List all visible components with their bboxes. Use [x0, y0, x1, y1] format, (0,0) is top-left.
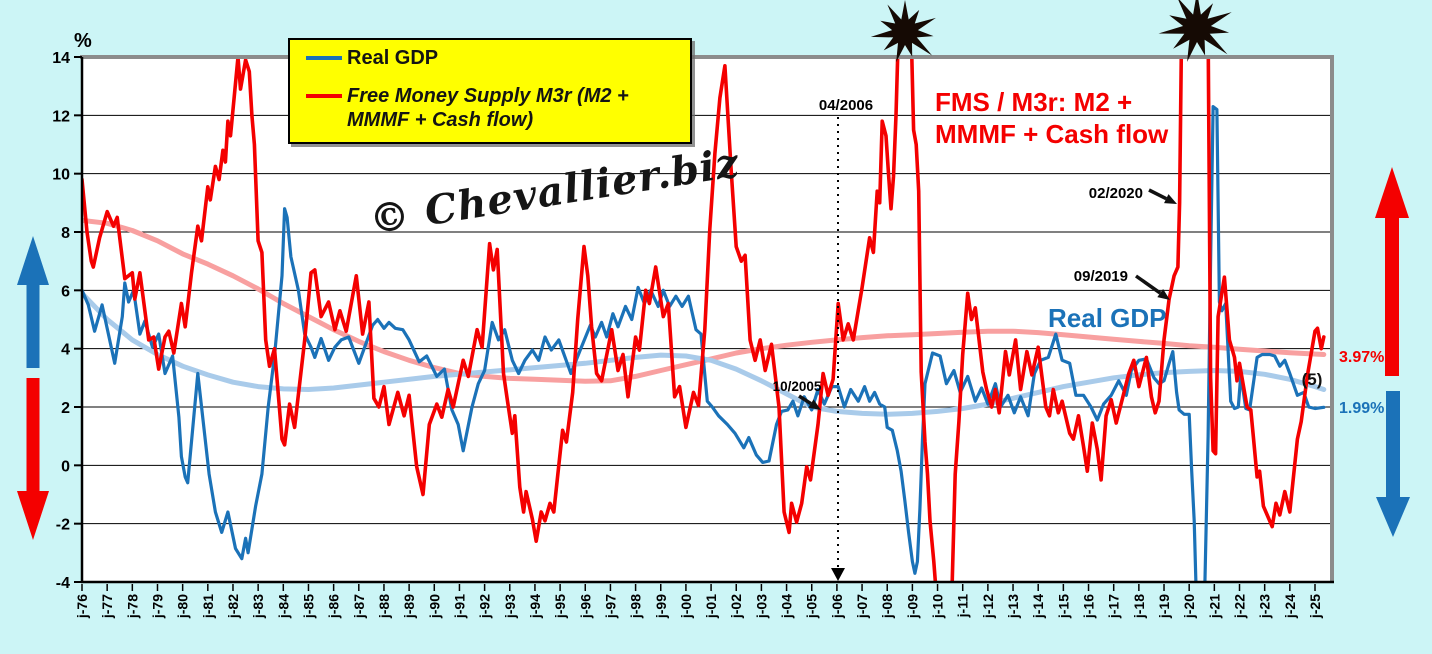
explosion-star-2008-icon: [870, 0, 936, 63]
x-tick-label: j-82: [225, 594, 241, 619]
y-tick-label: 0: [61, 458, 70, 475]
y-axis-unit-label: %: [74, 30, 92, 52]
x-tick-label: j-80: [175, 594, 191, 619]
left-up-arrow-icon: [17, 236, 49, 368]
y-tick-label: 12: [52, 108, 70, 125]
x-tick-label: j-76: [74, 594, 90, 619]
x-tick-label: j-89: [401, 594, 417, 619]
x-tick-label: j-81: [200, 594, 216, 619]
x-tick-label: j-23: [1257, 594, 1273, 619]
x-tick-label: j-87: [351, 594, 367, 619]
x-tick-label: j-19: [1156, 594, 1172, 619]
x-tick-label: j-12: [980, 594, 996, 619]
y-tick-label: -2: [56, 517, 70, 534]
arrow-02-2020-head-icon: [1164, 194, 1177, 204]
x-tick-label: j-02: [728, 594, 744, 619]
final-blue-value-label: 1.99%: [1339, 400, 1384, 417]
x-tick-label: j-77: [99, 594, 115, 619]
plot-area: -4 -2 0 2 4 6 8 10 12 14 j-76 j-77 j-78 j-79 j-80 j-81 j…: [52, 50, 1334, 619]
legend-label-m3r: Free Money Supply M3r (M2 + MMMF + Cash …: [347, 85, 629, 131]
right-down-arrow-icon: [1376, 391, 1410, 537]
x-tick-label: j-92: [477, 594, 493, 619]
dotted-line-arrowhead-icon: [831, 568, 845, 581]
y-tick-label: -4: [56, 575, 70, 592]
x-tick-label: j-24: [1282, 594, 1298, 619]
x-tick-label: j-21: [1206, 594, 1222, 619]
final-red-value-label: 3.97%: [1339, 349, 1384, 366]
x-tick-label: j-84: [275, 594, 291, 619]
x-tick-label: j-22: [1232, 594, 1248, 619]
x-tick-label: j-17: [1106, 594, 1122, 619]
x-tick-label: j-06: [829, 594, 845, 619]
x-tick-label: j-78: [124, 594, 140, 619]
x-tick-label: j-08: [879, 594, 895, 619]
x-tick-label: j-03: [753, 594, 769, 619]
arrow-10-2005-head-icon: [808, 399, 821, 410]
note-5-label: (5): [1302, 370, 1323, 389]
y-tick-label: 8: [61, 225, 70, 242]
left-down-arrow-icon: [17, 378, 49, 540]
x-tick-label: j-15: [1055, 594, 1071, 619]
x-tick-label: j-90: [426, 594, 442, 619]
x-tick-label: j-99: [653, 594, 669, 619]
legend-item-real-gdp: Real GDP: [306, 46, 678, 70]
x-tick-label: j-14: [1030, 594, 1046, 619]
arrow-02-2020: [1148, 188, 1168, 201]
x-tick-label: j-83: [250, 594, 266, 619]
legend: Real GDP Free Money Supply M3r (M2 + MMM…: [288, 38, 692, 144]
real-gdp-line-marker-icon: [306, 56, 342, 60]
x-tick-label: j-96: [577, 594, 593, 619]
legend-item-m3r: Free Money Supply M3r (M2 + MMMF + Cash …: [306, 84, 678, 132]
x-tick-label: j-13: [1005, 594, 1021, 619]
series-line-free-money-supply-m3r-m2-mmmf-cash-flow-: [82, 57, 1326, 582]
x-tick-label: j-09: [904, 594, 920, 619]
x-tick-label: j-86: [326, 594, 342, 619]
y-tick-label: 14: [52, 50, 70, 67]
y-tick-label: 2: [61, 400, 70, 417]
x-tick-label: j-10: [930, 594, 946, 619]
x-tick-label: j-94: [527, 594, 543, 619]
x-tick-label: j-91: [451, 594, 467, 619]
x-tick-label: j-01: [703, 594, 719, 619]
real-gdp-series-label: Real GDP: [1048, 303, 1167, 333]
x-tick-label: j-88: [376, 594, 392, 619]
arrow-09-2019: [1134, 274, 1162, 295]
explosion-star-2020-icon: [1158, 0, 1232, 62]
x-tick-label: j-25: [1307, 594, 1323, 619]
y-tick-label: 6: [61, 283, 70, 300]
x-tick-label: j-00: [678, 594, 694, 619]
m3r-line-marker-icon: [306, 94, 342, 98]
annotation-02-2020: 02/2020: [1089, 185, 1143, 202]
series-line-m3r-long-term-smoothed-trend: [82, 217, 1327, 384]
fms-m3r-label-line1: FMS / M3r: M2 +: [935, 87, 1132, 117]
right-up-arrow-icon: [1375, 167, 1409, 376]
y-tick-label: 10: [52, 167, 70, 184]
annotation-09-2019: 09/2019: [1074, 268, 1128, 285]
x-tick-label: j-07: [854, 594, 870, 619]
annotation-10-2005: 10/2005: [773, 379, 822, 394]
x-tick-label: j-11: [955, 594, 971, 619]
x-tick-label: j-98: [628, 594, 644, 619]
annotation-04-2006: 04/2006: [819, 97, 873, 114]
x-tick-label: j-18: [1131, 594, 1147, 619]
fms-m3r-label-line2: MMMF + Cash flow: [935, 119, 1169, 149]
x-tick-label: j-05: [804, 594, 820, 619]
x-tick-label: j-20: [1181, 594, 1197, 619]
legend-label-real-gdp: Real GDP: [347, 47, 439, 69]
series-line-real-gdp: [82, 104, 1326, 582]
arrow-10-2005: [798, 394, 812, 406]
x-tick-label: j-79: [149, 594, 165, 619]
y-tick-label: 4: [61, 342, 70, 359]
x-tick-label: j-93: [502, 594, 518, 619]
x-tick-label: j-97: [602, 594, 618, 619]
x-tick-label: j-85: [300, 594, 316, 619]
x-tick-label: j-04: [779, 594, 795, 619]
arrow-09-2019-head-icon: [1157, 288, 1170, 300]
x-tick-label: j-95: [552, 594, 568, 619]
x-tick-label: j-16: [1081, 594, 1097, 619]
